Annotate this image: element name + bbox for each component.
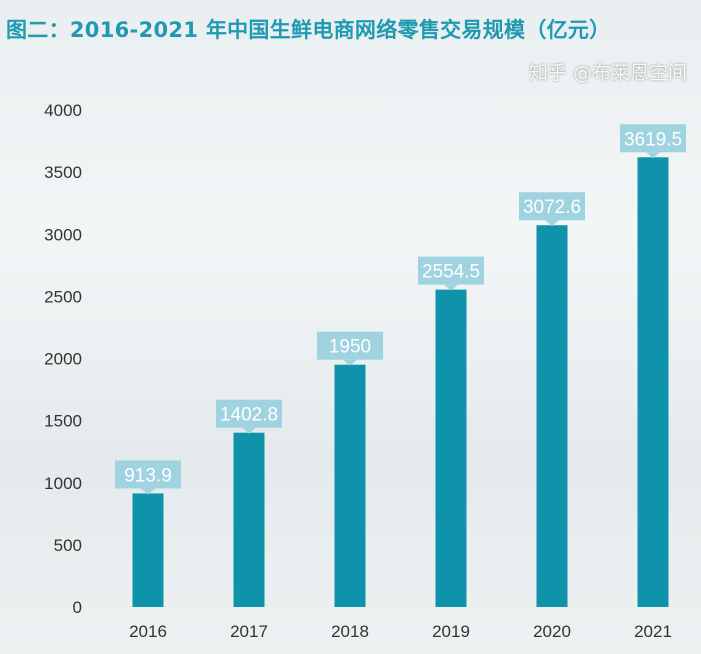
- bar-2016: [132, 493, 164, 607]
- data-label-box: [216, 399, 282, 428]
- data-label-box: [418, 256, 484, 285]
- data-label-box: [519, 192, 585, 221]
- x-tick-label: 2020: [533, 622, 571, 641]
- data-label-pointer: [646, 152, 660, 159]
- bar-2017: [233, 432, 265, 607]
- bar-2021: [637, 157, 669, 607]
- data-label-pointer: [444, 284, 458, 291]
- y-tick-label: 4000: [44, 101, 82, 120]
- data-label: 1950: [329, 337, 371, 358]
- y-tick-label: 1500: [44, 412, 82, 431]
- y-tick-label: 1000: [44, 474, 82, 493]
- y-tick-label: 500: [54, 536, 82, 555]
- y-tick-label: 2000: [44, 350, 82, 369]
- x-tick-label: 2016: [129, 622, 167, 641]
- bar-2018: [334, 364, 366, 607]
- data-label-pointer: [545, 220, 559, 227]
- data-label: 2554.5: [422, 262, 480, 283]
- data-label-box: [317, 331, 383, 360]
- bar-2020: [536, 225, 568, 608]
- data-label-pointer: [343, 359, 357, 366]
- data-label-box: [620, 124, 686, 153]
- data-label: 3619.5: [624, 129, 682, 150]
- x-tick-label: 2018: [331, 622, 369, 641]
- x-tick-label: 2021: [634, 622, 672, 641]
- data-label-box: [115, 460, 181, 489]
- y-tick-label: 2500: [44, 287, 82, 306]
- data-label: 1402.8: [220, 405, 278, 426]
- data-label: 913.9: [124, 465, 172, 486]
- y-tick-label: 3500: [44, 163, 82, 182]
- data-label-pointer: [141, 488, 155, 495]
- data-label: 3072.6: [523, 197, 581, 218]
- bar-2019: [435, 289, 467, 607]
- data-label-pointer: [242, 427, 256, 434]
- y-tick-label: 0: [73, 598, 82, 617]
- chart-title: 图二：2016-2021 年中国生鲜电商网络零售交易规模（亿元）: [6, 18, 611, 42]
- watermark: 知乎 @布莱恩空间: [528, 62, 687, 84]
- y-tick-label: 3000: [44, 225, 82, 244]
- x-tick-label: 2017: [230, 622, 268, 641]
- x-tick-label: 2019: [432, 622, 470, 641]
